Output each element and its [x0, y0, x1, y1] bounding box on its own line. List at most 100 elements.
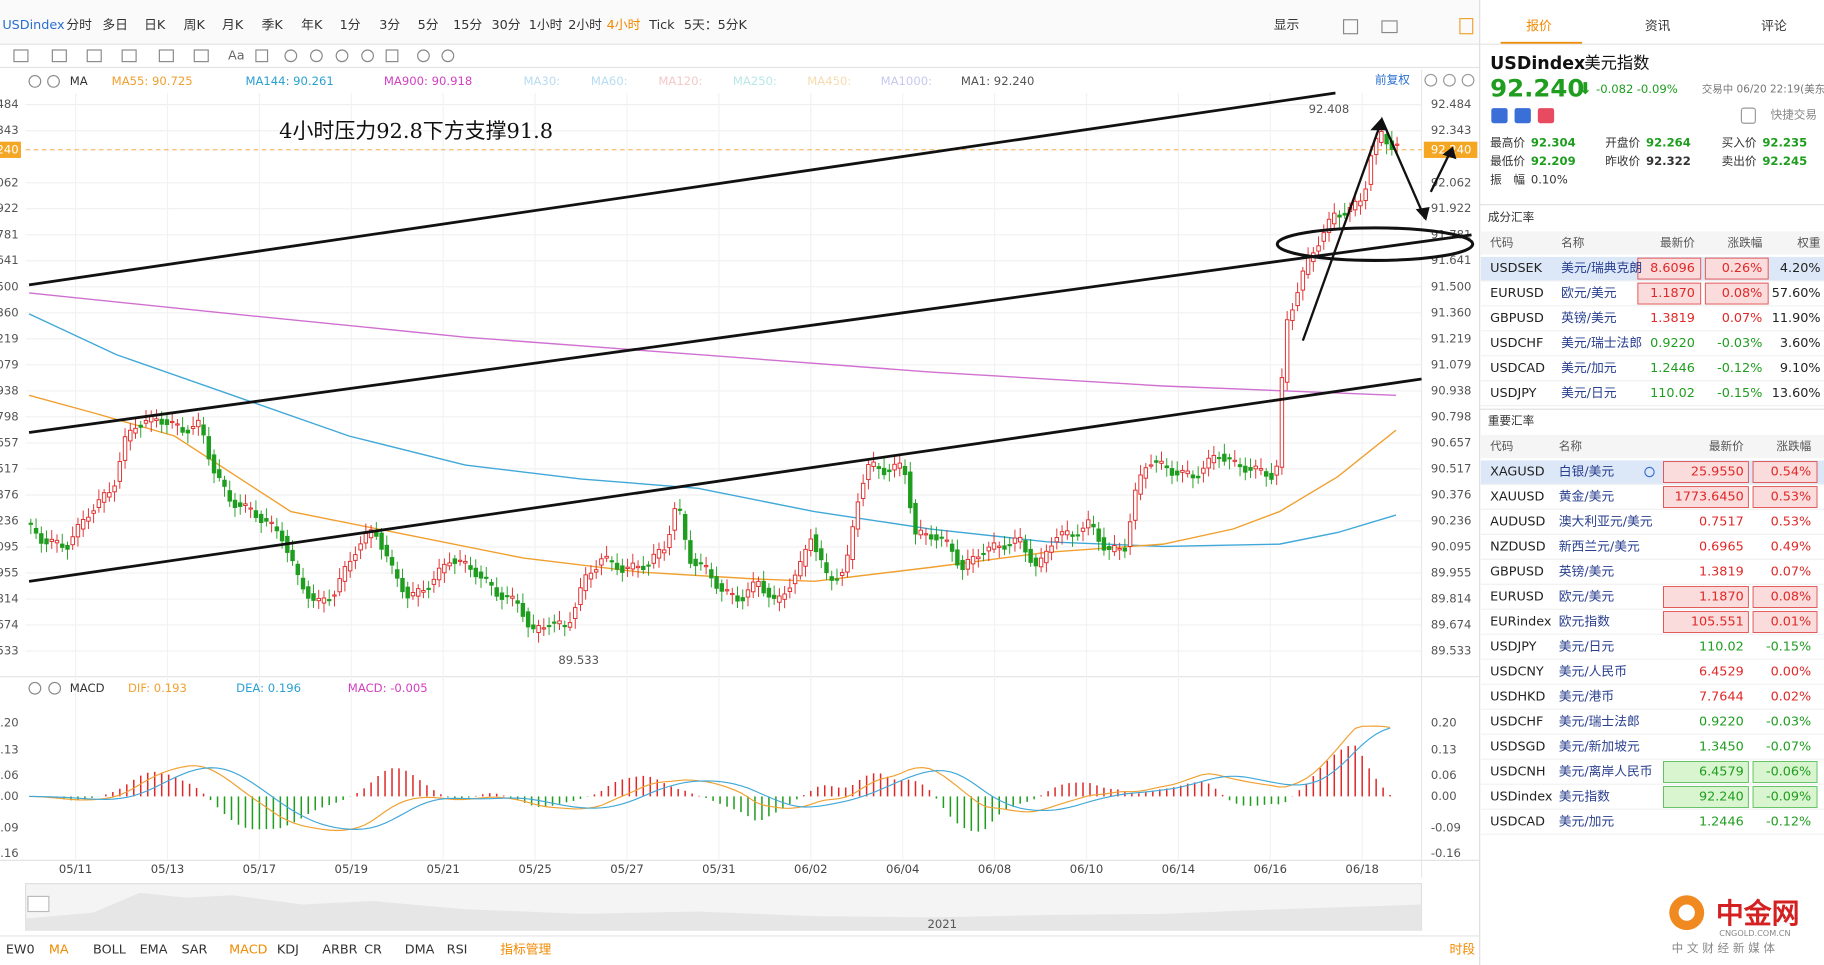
indicator-tab[interactable]: ARBR — [322, 942, 357, 957]
indicator-tab[interactable]: DMA — [405, 942, 435, 957]
pane-icon[interactable] — [1461, 73, 1475, 87]
indicator-tab[interactable]: RSI — [447, 942, 468, 957]
table-cell[interactable]: EURUSD — [1490, 286, 1544, 301]
period-tab[interactable]: 分时 — [66, 18, 92, 33]
tool-icon[interactable] — [86, 49, 102, 63]
panel-icon[interactable] — [1537, 108, 1555, 124]
indicator-tab[interactable]: CR — [364, 942, 382, 957]
tool-icon[interactable] — [158, 49, 174, 63]
period-tab[interactable]: 多日 — [102, 18, 128, 33]
candle-body — [1300, 270, 1306, 291]
display-menu[interactable]: 显示 — [1274, 18, 1300, 33]
table-cell[interactable]: USDindex — [1490, 789, 1553, 804]
period-tab[interactable]: 1小时 — [529, 18, 563, 33]
table-cell[interactable]: AUDUSD — [1490, 515, 1545, 530]
table-cell[interactable]: USDSGD — [1490, 740, 1545, 755]
settings-icon[interactable] — [28, 74, 42, 88]
pane-icon[interactable] — [1424, 73, 1438, 87]
table-cell[interactable]: EURUSD — [1490, 590, 1544, 605]
candle-body — [374, 532, 379, 537]
panel-tab[interactable]: 评论 — [1761, 19, 1787, 34]
tool-icon[interactable] — [51, 49, 67, 63]
table-cell[interactable]: USDCAD — [1490, 361, 1545, 376]
table-cell[interactable]: USDJPY — [1490, 640, 1537, 655]
panel-icon[interactable] — [1491, 108, 1508, 124]
period-tab[interactable]: 3分 — [379, 18, 400, 33]
period-tab[interactable]: 5天：5分K — [684, 18, 748, 33]
tool-icon[interactable] — [310, 49, 323, 63]
bell-icon[interactable] — [1740, 107, 1756, 124]
tool-icon[interactable] — [13, 49, 29, 63]
tool-icon[interactable] — [1342, 19, 1359, 35]
period-tab-button[interactable]: 时段 — [1449, 942, 1475, 957]
close-icon[interactable] — [48, 681, 62, 695]
date-label: 05/31 — [702, 862, 735, 876]
tool-icon[interactable] — [385, 49, 399, 63]
indicator-tab[interactable]: BOLL — [93, 942, 127, 957]
table-cell[interactable]: USDCHF — [1490, 715, 1543, 730]
tool-icon[interactable] — [335, 49, 349, 63]
table-cell[interactable]: USDCNH — [1490, 765, 1545, 780]
period-tab[interactable]: 日K — [144, 18, 166, 33]
table-cell[interactable]: EURindex — [1490, 615, 1552, 630]
candle-body — [614, 562, 620, 570]
period-tab[interactable]: 30分 — [491, 18, 520, 33]
table-cell[interactable]: USDCNY — [1490, 665, 1544, 680]
period-tab[interactable]: 周K — [184, 18, 206, 33]
table-cell: 0.02% — [1771, 690, 1812, 705]
period-tab[interactable]: 5分 — [418, 18, 439, 33]
tool-icon[interactable] — [193, 49, 209, 63]
indicator-tab[interactable]: KDJ — [277, 942, 299, 957]
table-cell: 1.1870 — [1650, 286, 1695, 301]
tool-icon[interactable] — [255, 49, 269, 63]
period-tab[interactable]: Tick — [648, 18, 675, 33]
quick-trade[interactable]: 快捷交易 — [1770, 108, 1816, 122]
navigator-handle[interactable] — [27, 895, 50, 913]
indicator-tab[interactable]: EW0 — [6, 942, 35, 957]
tool-icon[interactable] — [361, 49, 374, 63]
candle-body — [1159, 460, 1164, 464]
date-label: 06/10 — [1070, 862, 1103, 876]
candle-body — [33, 527, 39, 534]
indicator-tab[interactable]: SAR — [181, 942, 207, 957]
table-cell[interactable]: GBPUSD — [1490, 311, 1544, 326]
panel-tab[interactable]: 资讯 — [1645, 19, 1671, 34]
table-cell[interactable]: USDCAD — [1490, 814, 1545, 829]
text-tool[interactable]: Aa — [228, 48, 245, 63]
tool-icon[interactable] — [1459, 18, 1474, 35]
table-cell[interactable]: GBPUSD — [1490, 565, 1544, 580]
symbol-tab[interactable]: USDindex — [2, 18, 65, 33]
table-cell[interactable]: XAUUSD — [1490, 490, 1544, 505]
period-tab[interactable]: 15分 — [453, 18, 482, 33]
period-tab[interactable]: 季K — [262, 18, 284, 33]
indicator-tab[interactable]: EMA — [140, 942, 168, 957]
tool-icon[interactable] — [121, 49, 137, 63]
period-tab[interactable]: 年K — [301, 18, 323, 33]
table-header: 代码 — [1490, 439, 1513, 453]
pane-icon[interactable] — [1443, 73, 1456, 87]
stat-value: 0.10% — [1531, 173, 1568, 187]
indicator-tab[interactable]: MACD — [229, 942, 267, 957]
watch-icon[interactable] — [1644, 466, 1655, 478]
close-icon[interactable] — [47, 74, 60, 88]
table-cell[interactable]: USDHKD — [1490, 690, 1545, 705]
indicator-tab[interactable]: MA — [49, 942, 69, 957]
table-cell[interactable]: USDCHF — [1490, 336, 1543, 351]
period-tab[interactable]: 4小时 — [607, 18, 641, 33]
period-tab[interactable]: 2小时 — [568, 18, 602, 33]
tool-icon[interactable] — [1381, 20, 1398, 34]
table-cell[interactable]: USDJPY — [1490, 386, 1537, 401]
panel-tab[interactable]: 报价 — [1526, 19, 1552, 34]
restore-button[interactable]: 前复权 — [1375, 73, 1410, 87]
tool-icon[interactable] — [441, 49, 455, 63]
tool-icon[interactable] — [417, 49, 430, 63]
indicator-tab[interactable]: 指标管理 — [500, 942, 551, 957]
settings-icon[interactable] — [28, 681, 42, 695]
table-cell[interactable]: NZDUSD — [1490, 540, 1546, 555]
table-cell[interactable]: USDSEK — [1490, 261, 1543, 276]
table-cell[interactable]: XAGUSD — [1490, 465, 1545, 480]
period-tab[interactable]: 1分 — [340, 18, 361, 33]
panel-icon[interactable] — [1514, 108, 1531, 124]
tool-icon[interactable] — [284, 49, 298, 63]
period-tab[interactable]: 月K — [222, 18, 244, 33]
